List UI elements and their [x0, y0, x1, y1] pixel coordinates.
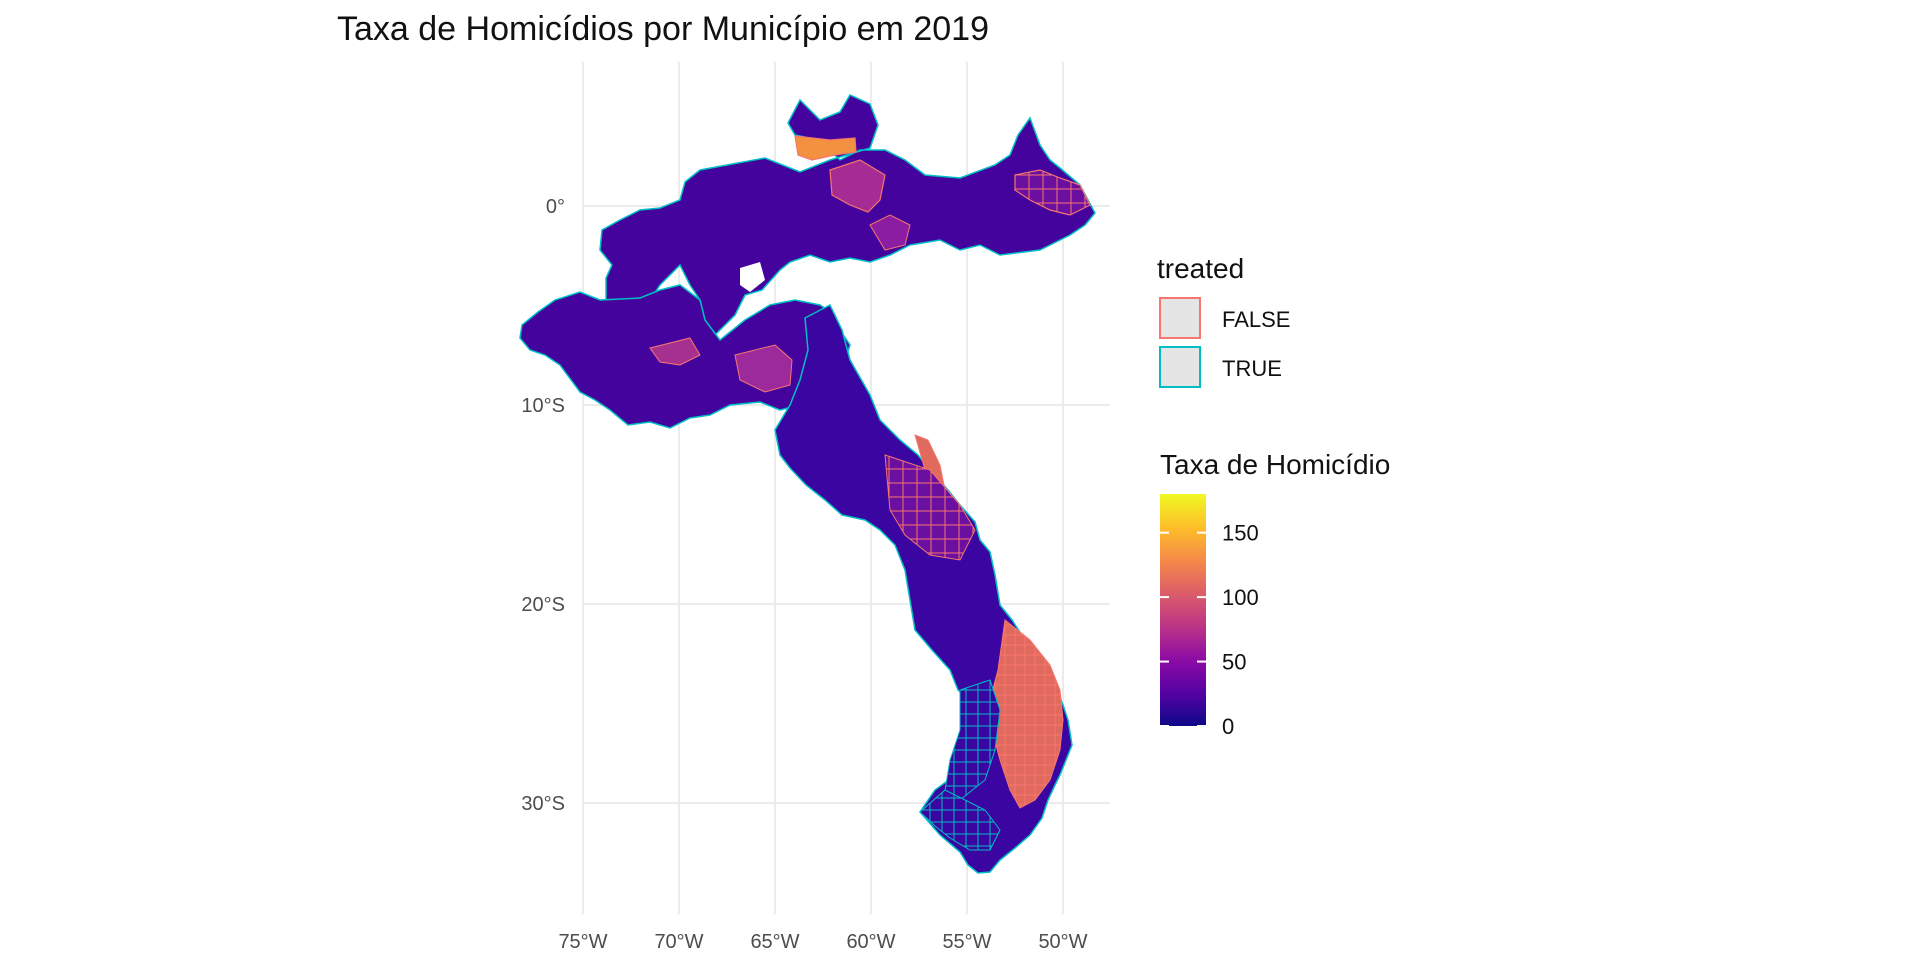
legend-label-true: TRUE: [1222, 356, 1282, 381]
region-northeast-pink: [1014, 169, 1091, 216]
region-west-magenta-2: [649, 337, 701, 366]
colorbar-tick-label: 100: [1222, 585, 1259, 610]
x-tick-label: 60°W: [846, 931, 895, 953]
region-west-magenta: [734, 344, 793, 393]
legend-treated: treated FALSE TRUE: [1157, 253, 1290, 388]
legend-key-true: [1159, 346, 1201, 388]
legend-key-false: [1159, 297, 1201, 339]
region-south-cyan: [944, 679, 1001, 801]
lake-notch: [740, 262, 765, 292]
y-tick-label: 30°S: [521, 793, 565, 815]
region-north-orange: [794, 135, 857, 161]
x-tick-label: 50°W: [1038, 931, 1087, 953]
legend-label-false: FALSE: [1222, 307, 1290, 332]
legend-treated-title: treated: [1157, 253, 1244, 284]
x-tick-label: 65°W: [750, 931, 799, 953]
region-central-mesh: [884, 454, 976, 561]
legend-fill: Taxa de Homicídio 0 50 100 150: [1160, 449, 1390, 739]
legend-fill-title: Taxa de Homicídio: [1160, 449, 1390, 480]
x-axis-ticks: 75°W 70°W 65°W 60°W 55°W 50°W: [558, 931, 1087, 953]
colorbar-tick-label: 150: [1222, 521, 1259, 546]
colorbar-tick-label: 50: [1222, 650, 1246, 675]
colorbar-ticks: 0 50 100 150: [1160, 521, 1259, 739]
y-tick-label: 10°S: [521, 395, 565, 417]
y-tick-label: 20°S: [521, 594, 565, 616]
colorbar: [1160, 494, 1206, 726]
region-south-west-cyan: [919, 789, 1001, 851]
region-north-purple: [869, 214, 911, 251]
map-regions: [519, 94, 1096, 874]
x-tick-label: 55°W: [942, 931, 991, 953]
region-north-pink: [829, 159, 886, 213]
x-tick-label: 75°W: [558, 931, 607, 953]
map-title: Taxa de Homicídios por Município em 2019: [337, 10, 989, 48]
x-tick-label: 70°W: [654, 931, 703, 953]
y-tick-label: 0°: [546, 196, 565, 218]
y-axis-ticks: 0° 10°S 20°S 30°S: [521, 196, 565, 815]
colorbar-tick-label: 0: [1222, 714, 1234, 739]
